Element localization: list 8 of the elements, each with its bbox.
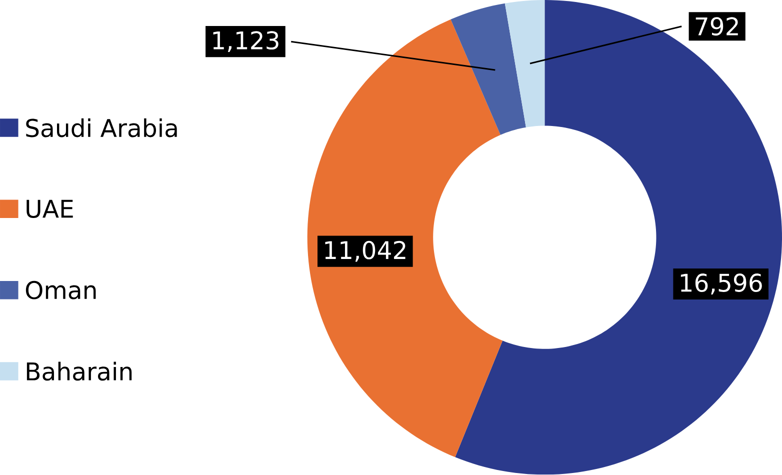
- data-label: 11,042: [325, 241, 406, 262]
- data-label: 1,123: [213, 31, 278, 52]
- data-label: 16,596: [680, 274, 762, 295]
- legend-label: Saudi Arabia: [26, 118, 177, 138]
- legend-label: Baharain: [26, 362, 132, 381]
- legend-label: UAE: [26, 200, 73, 218]
- legend-label: Oman: [26, 281, 96, 300]
- data-label: 792: [696, 17, 738, 36]
